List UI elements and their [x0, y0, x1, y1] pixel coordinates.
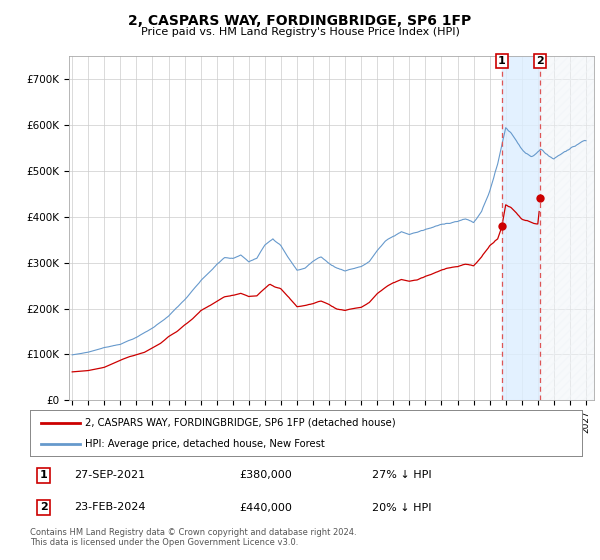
- Text: Price paid vs. HM Land Registry's House Price Index (HPI): Price paid vs. HM Land Registry's House …: [140, 27, 460, 37]
- Text: £440,000: £440,000: [240, 502, 293, 512]
- Text: Contains HM Land Registry data © Crown copyright and database right 2024.
This d: Contains HM Land Registry data © Crown c…: [30, 528, 356, 547]
- Text: 27% ↓ HPI: 27% ↓ HPI: [372, 470, 432, 480]
- Text: 1: 1: [40, 470, 47, 480]
- Text: 2, CASPARS WAY, FORDINGBRIDGE, SP6 1FP: 2, CASPARS WAY, FORDINGBRIDGE, SP6 1FP: [128, 14, 472, 28]
- Text: 20% ↓ HPI: 20% ↓ HPI: [372, 502, 432, 512]
- Text: £380,000: £380,000: [240, 470, 293, 480]
- Text: 27-SEP-2021: 27-SEP-2021: [74, 470, 145, 480]
- Text: 2, CASPARS WAY, FORDINGBRIDGE, SP6 1FP (detached house): 2, CASPARS WAY, FORDINGBRIDGE, SP6 1FP (…: [85, 418, 396, 428]
- Text: 2: 2: [536, 56, 544, 66]
- Text: HPI: Average price, detached house, New Forest: HPI: Average price, detached house, New …: [85, 439, 325, 449]
- Bar: [540, 56, 594, 400]
- Text: 1: 1: [498, 56, 506, 66]
- Text: 2: 2: [40, 502, 47, 512]
- Text: 23-FEB-2024: 23-FEB-2024: [74, 502, 146, 512]
- Bar: [502, 56, 540, 400]
